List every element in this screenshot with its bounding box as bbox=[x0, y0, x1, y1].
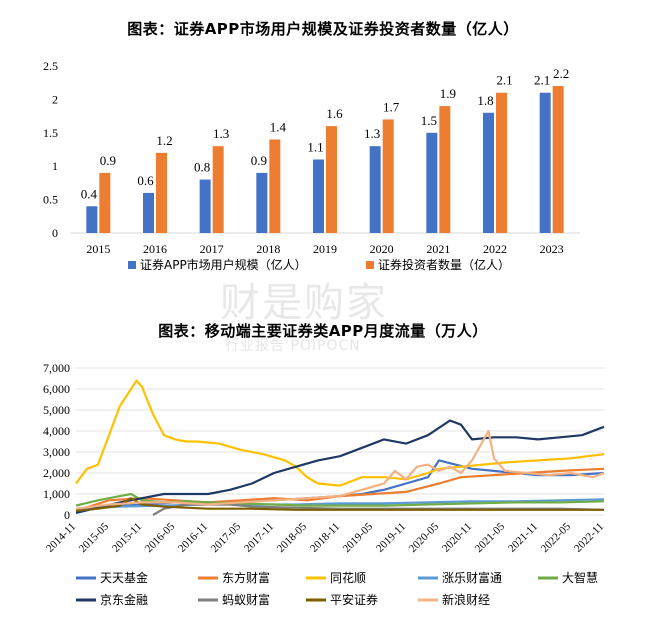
data-label: 1.7 bbox=[383, 99, 400, 114]
chart1-title: 图表：证券APP市场用户规模及证券投资者数量（亿人） bbox=[127, 20, 519, 38]
bar bbox=[156, 152, 167, 233]
x-tick-label: 2022-11 bbox=[572, 521, 606, 555]
bar bbox=[496, 92, 507, 233]
data-label: 1.3 bbox=[364, 126, 380, 141]
y-tick-label: 1.5 bbox=[43, 126, 58, 140]
x-tick-label: 2018-05 bbox=[275, 520, 310, 555]
bar bbox=[86, 206, 98, 233]
x-tick-label: 2019-05 bbox=[341, 520, 376, 555]
bar bbox=[539, 92, 551, 233]
x-tick-label: 2022 bbox=[483, 242, 507, 256]
series-line bbox=[75, 467, 605, 512]
data-label: 0.6 bbox=[137, 173, 154, 188]
bar bbox=[143, 192, 154, 233]
bar bbox=[382, 119, 394, 233]
bar bbox=[426, 132, 438, 233]
legend-label: 涨乐财富通 bbox=[442, 570, 502, 585]
x-tick-label: 2015-05 bbox=[77, 520, 112, 555]
legend-label: 证券投资者数量（亿人） bbox=[378, 257, 510, 272]
chart2: 0 1,000 2,000 3,000 4,000 5,000 6,000 7,000 2014… bbox=[43, 361, 606, 607]
data-label: 1.1 bbox=[307, 140, 323, 155]
x-tick-label: 2015-11 bbox=[110, 521, 144, 555]
legend-label: 京东金融 bbox=[100, 592, 148, 607]
legend-swatch bbox=[366, 261, 374, 269]
data-label: 0.8 bbox=[194, 160, 210, 175]
legend-label: 天天基金 bbox=[100, 570, 148, 585]
data-label: 0.4 bbox=[81, 186, 98, 201]
y-tick-label: 3,000 bbox=[43, 445, 70, 459]
data-label: 1.4 bbox=[270, 119, 287, 134]
data-label: 1.5 bbox=[421, 113, 437, 128]
x-tick-label: 2017-11 bbox=[242, 521, 276, 555]
legend-label: 大智慧 bbox=[562, 570, 598, 585]
x-tick-label: 2021-11 bbox=[506, 521, 540, 555]
bar bbox=[552, 86, 564, 233]
x-tick-label: 2021-05 bbox=[473, 520, 508, 555]
chart1: 0 0.5 1 1.5 2 2.5 0.4 0.9 2015 0.6 1.2 2016 0.8 1.3 20… bbox=[43, 59, 580, 272]
data-label: 1.6 bbox=[326, 106, 343, 121]
x-tick-label: 2019 bbox=[313, 242, 337, 256]
x-tick-label: 2023 bbox=[540, 242, 564, 256]
x-tick-label: 2016-11 bbox=[176, 521, 210, 555]
chart2-title: 图表：移动端主要证券类APP月度流量（万人） bbox=[158, 322, 488, 340]
data-label: 2.1 bbox=[534, 73, 550, 88]
x-tick-label: 2020-05 bbox=[407, 520, 442, 555]
bar bbox=[439, 106, 451, 233]
x-tick-label: 2016-05 bbox=[143, 520, 178, 555]
y-tick-label: 2 bbox=[52, 92, 58, 106]
legend-label: 东方财富 bbox=[222, 570, 270, 585]
legend-label: 证券APP市场用户规模（亿人） bbox=[140, 257, 307, 272]
data-label: 1.9 bbox=[440, 86, 456, 101]
bar bbox=[199, 179, 211, 233]
x-tick-label: 2017 bbox=[200, 242, 224, 256]
x-tick-label: 2018 bbox=[256, 242, 280, 256]
data-label: 1.8 bbox=[477, 93, 493, 108]
bar bbox=[212, 146, 224, 233]
legend-swatch bbox=[128, 261, 136, 269]
x-tick-label: 2022-05 bbox=[539, 520, 574, 555]
bar bbox=[256, 172, 268, 233]
data-label: 2.1 bbox=[496, 73, 512, 88]
bar bbox=[99, 172, 111, 233]
bar bbox=[326, 126, 337, 233]
legend-label: 蚂蚁财富 bbox=[222, 592, 270, 607]
series-line bbox=[75, 429, 605, 510]
bar bbox=[483, 112, 494, 233]
y-tick-label: 0 bbox=[64, 508, 70, 522]
y-tick-label: 6,000 bbox=[43, 382, 70, 396]
x-tick-label: 2020-11 bbox=[440, 521, 474, 555]
y-tick-label: 4,000 bbox=[43, 424, 70, 438]
series-line bbox=[75, 419, 605, 514]
series-line bbox=[75, 379, 605, 487]
legend-label: 新浪财经 bbox=[442, 592, 490, 607]
legend-label: 平安证券 bbox=[330, 592, 378, 607]
y-tick-label: 1 bbox=[52, 159, 58, 173]
data-label: 0.9 bbox=[100, 153, 116, 168]
y-tick-label: 0 bbox=[52, 226, 58, 240]
x-tick-label: 2017-05 bbox=[209, 520, 244, 555]
x-tick-label: 2019-11 bbox=[374, 521, 408, 555]
bar bbox=[369, 146, 381, 233]
data-label: 0.9 bbox=[251, 153, 267, 168]
series-line bbox=[75, 497, 604, 512]
x-tick-label: 2014-11 bbox=[44, 521, 78, 555]
y-tick-label: 5,000 bbox=[43, 403, 70, 417]
data-label: 1.2 bbox=[156, 133, 172, 148]
y-tick-label: 7,000 bbox=[43, 361, 70, 375]
y-tick-label: 1,000 bbox=[43, 487, 70, 501]
y-tick-label: 2,000 bbox=[43, 466, 70, 480]
data-label: 2.2 bbox=[553, 66, 569, 81]
x-tick-label: 2020 bbox=[370, 242, 394, 256]
series-line bbox=[75, 492, 605, 507]
data-label: 1.3 bbox=[213, 126, 229, 141]
x-tick-label: 2015 bbox=[86, 242, 110, 256]
y-tick-label: 0.5 bbox=[43, 193, 58, 207]
x-tick-label: 2021 bbox=[426, 242, 450, 256]
y-tick-label: 2.5 bbox=[43, 59, 58, 73]
bar bbox=[313, 159, 324, 233]
bar bbox=[269, 139, 281, 233]
x-tick-label: 2016 bbox=[143, 242, 167, 256]
legend-label: 同花顺 bbox=[330, 570, 366, 585]
x-tick-label: 2018-11 bbox=[308, 521, 342, 555]
